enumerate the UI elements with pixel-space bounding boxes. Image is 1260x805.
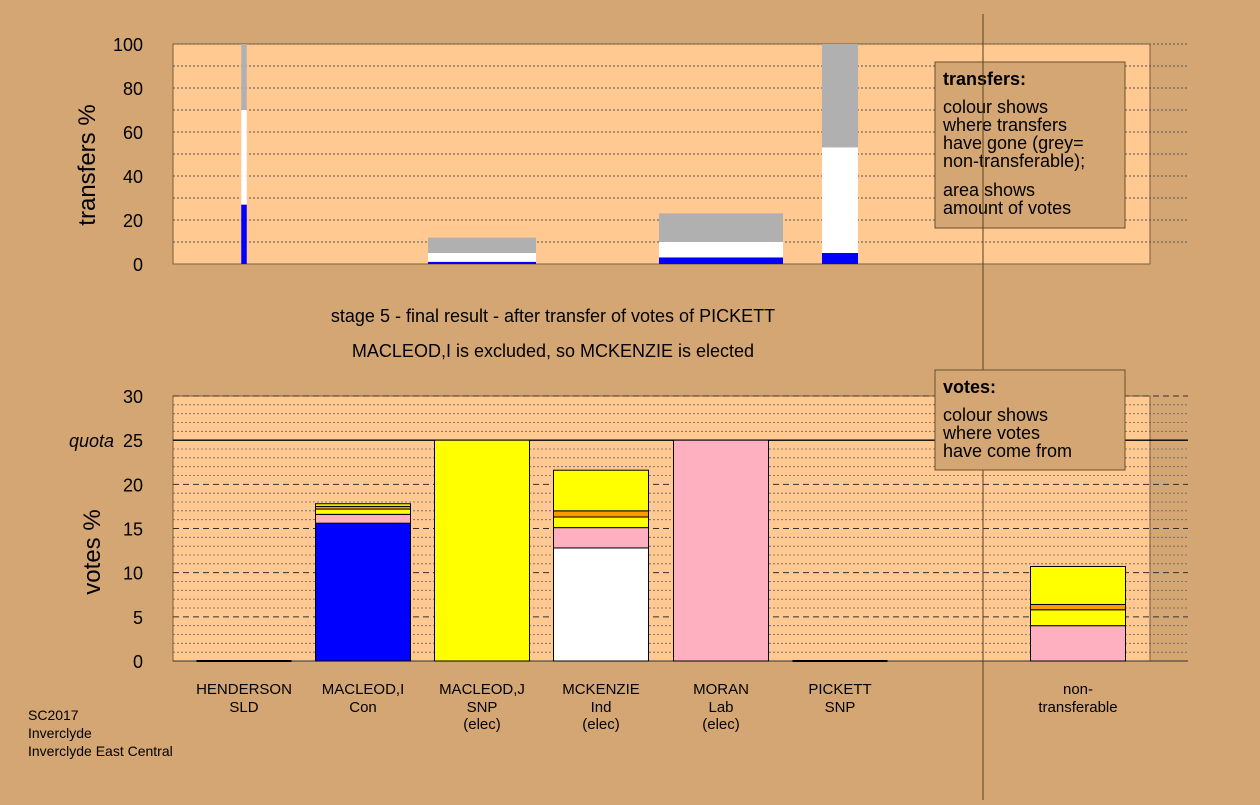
chart-title: stage 5 - final result - after transfer … — [331, 306, 775, 326]
transfers-legend-line: have gone (grey= — [943, 133, 1084, 153]
transfers-y-tick-label: 60 — [123, 123, 143, 143]
candidate-name-label: HENDERSON — [196, 681, 292, 698]
votes-y-tick-label: 5 — [133, 608, 143, 628]
candidate-status-label: (elec) — [702, 716, 740, 733]
transfer-bar-segment-macleodj — [428, 253, 536, 262]
vote-bar-segment — [315, 503, 411, 507]
transfers-legend-line: where transfers — [942, 115, 1067, 135]
vote-bar-segment — [315, 522, 411, 662]
vote-bar-segment — [553, 516, 649, 529]
candidate-name-label: MACLEOD,J — [439, 681, 525, 698]
candidate-party-label: Lab — [708, 699, 733, 716]
footer-council: Inverclyde — [28, 725, 92, 741]
transfer-bar-segment-mckenzie — [659, 242, 783, 258]
vote-bar-segment — [553, 527, 649, 549]
candidate-party-label: SLD — [229, 699, 258, 716]
vote-bar-segment — [1030, 609, 1126, 627]
vote-bar-segment — [673, 439, 769, 662]
transfer-bar-segment-mckenzie — [659, 257, 783, 264]
candidate-name-label: MCKENZIE — [562, 681, 640, 698]
transfer-bar-segment-henderson — [241, 110, 247, 205]
vote-bar-segment — [553, 469, 649, 512]
candidate-party-label: SNP — [467, 699, 498, 716]
candidate-party-label: transferable — [1038, 699, 1117, 716]
transfers-y-tick-label: 20 — [123, 211, 143, 231]
footer-election-code: SC2017 — [28, 707, 79, 723]
vote-bar-segment — [434, 439, 530, 662]
transfers-y-axis-label: transfers % — [74, 104, 101, 225]
transfers-legend-line: area shows — [943, 180, 1035, 200]
candidate-party-label: SNP — [825, 699, 856, 716]
votes-legend-line: where votes — [942, 423, 1040, 443]
transfer-bar-segment-macleodj — [428, 237, 536, 253]
votes-y-tick-label: 20 — [123, 475, 143, 495]
quota-label: quota — [69, 431, 114, 451]
votes-legend-line: colour shows — [943, 405, 1048, 425]
votes-y-tick-label: 15 — [123, 520, 143, 540]
vote-bar-segment — [315, 513, 411, 524]
transfer-bar-segment-pickett — [822, 147, 858, 253]
footer-ward: Inverclyde East Central — [28, 743, 173, 759]
chart-subtitle: MACLEOD,I is excluded, so MCKENZIE is el… — [352, 341, 754, 361]
vote-bar-segment — [553, 547, 649, 662]
vote-bar-segment — [1030, 565, 1126, 605]
votes-y-axis-label: votes % — [79, 509, 106, 594]
votes-y-tick-label: 25 — [123, 431, 143, 451]
votes-y-tick-label: 30 — [123, 387, 143, 407]
candidate-name-label: non- — [1063, 681, 1093, 698]
votes-y-tick-label: 0 — [133, 652, 143, 672]
candidate-party-label: Con — [349, 699, 377, 716]
transfers-legend-line: colour shows — [943, 97, 1048, 117]
candidate-party-label: Ind — [591, 699, 612, 716]
transfers-legend-title: transfers: — [943, 69, 1026, 89]
transfers-y-tick-label: 0 — [133, 255, 143, 275]
vote-bar-segment — [315, 508, 411, 515]
transfer-bar-segment-mckenzie — [659, 213, 783, 242]
candidate-name-label: PICKETT — [808, 681, 871, 698]
candidate-name-label: MORAN — [693, 681, 749, 698]
transfer-bar-segment-pickett — [822, 44, 858, 148]
candidate-name-label: MACLEOD,I — [322, 681, 405, 698]
transfers-y-tick-label: 100 — [113, 35, 143, 55]
transfer-bar-segment-henderson — [241, 204, 247, 264]
transfer-bar-segment-henderson — [241, 44, 247, 110]
transfers-legend-line: amount of votes — [943, 198, 1071, 218]
candidate-status-label: (elec) — [463, 716, 501, 733]
votes-y-tick-label: 10 — [123, 564, 143, 584]
transfer-bar-segment-pickett — [822, 253, 858, 264]
votes-legend-title: votes: — [943, 377, 996, 397]
transfer-bar-segment-macleodj — [428, 261, 536, 264]
candidate-status-label: (elec) — [582, 716, 620, 733]
votes-legend-box — [934, 369, 1126, 471]
vote-bar-segment — [1030, 603, 1126, 611]
vote-bar-segment — [1030, 625, 1126, 662]
transfers-y-tick-label: 40 — [123, 167, 143, 187]
vote-bar-segment — [553, 510, 649, 518]
election-footer: SC2017 Inverclyde Inverclyde East Centra… — [28, 706, 173, 760]
transfers-legend-line: non-transferable); — [943, 151, 1085, 171]
votes-legend-line: have come from — [943, 441, 1072, 461]
transfers-legend-box — [934, 61, 1126, 229]
transfers-y-tick-label: 80 — [123, 79, 143, 99]
